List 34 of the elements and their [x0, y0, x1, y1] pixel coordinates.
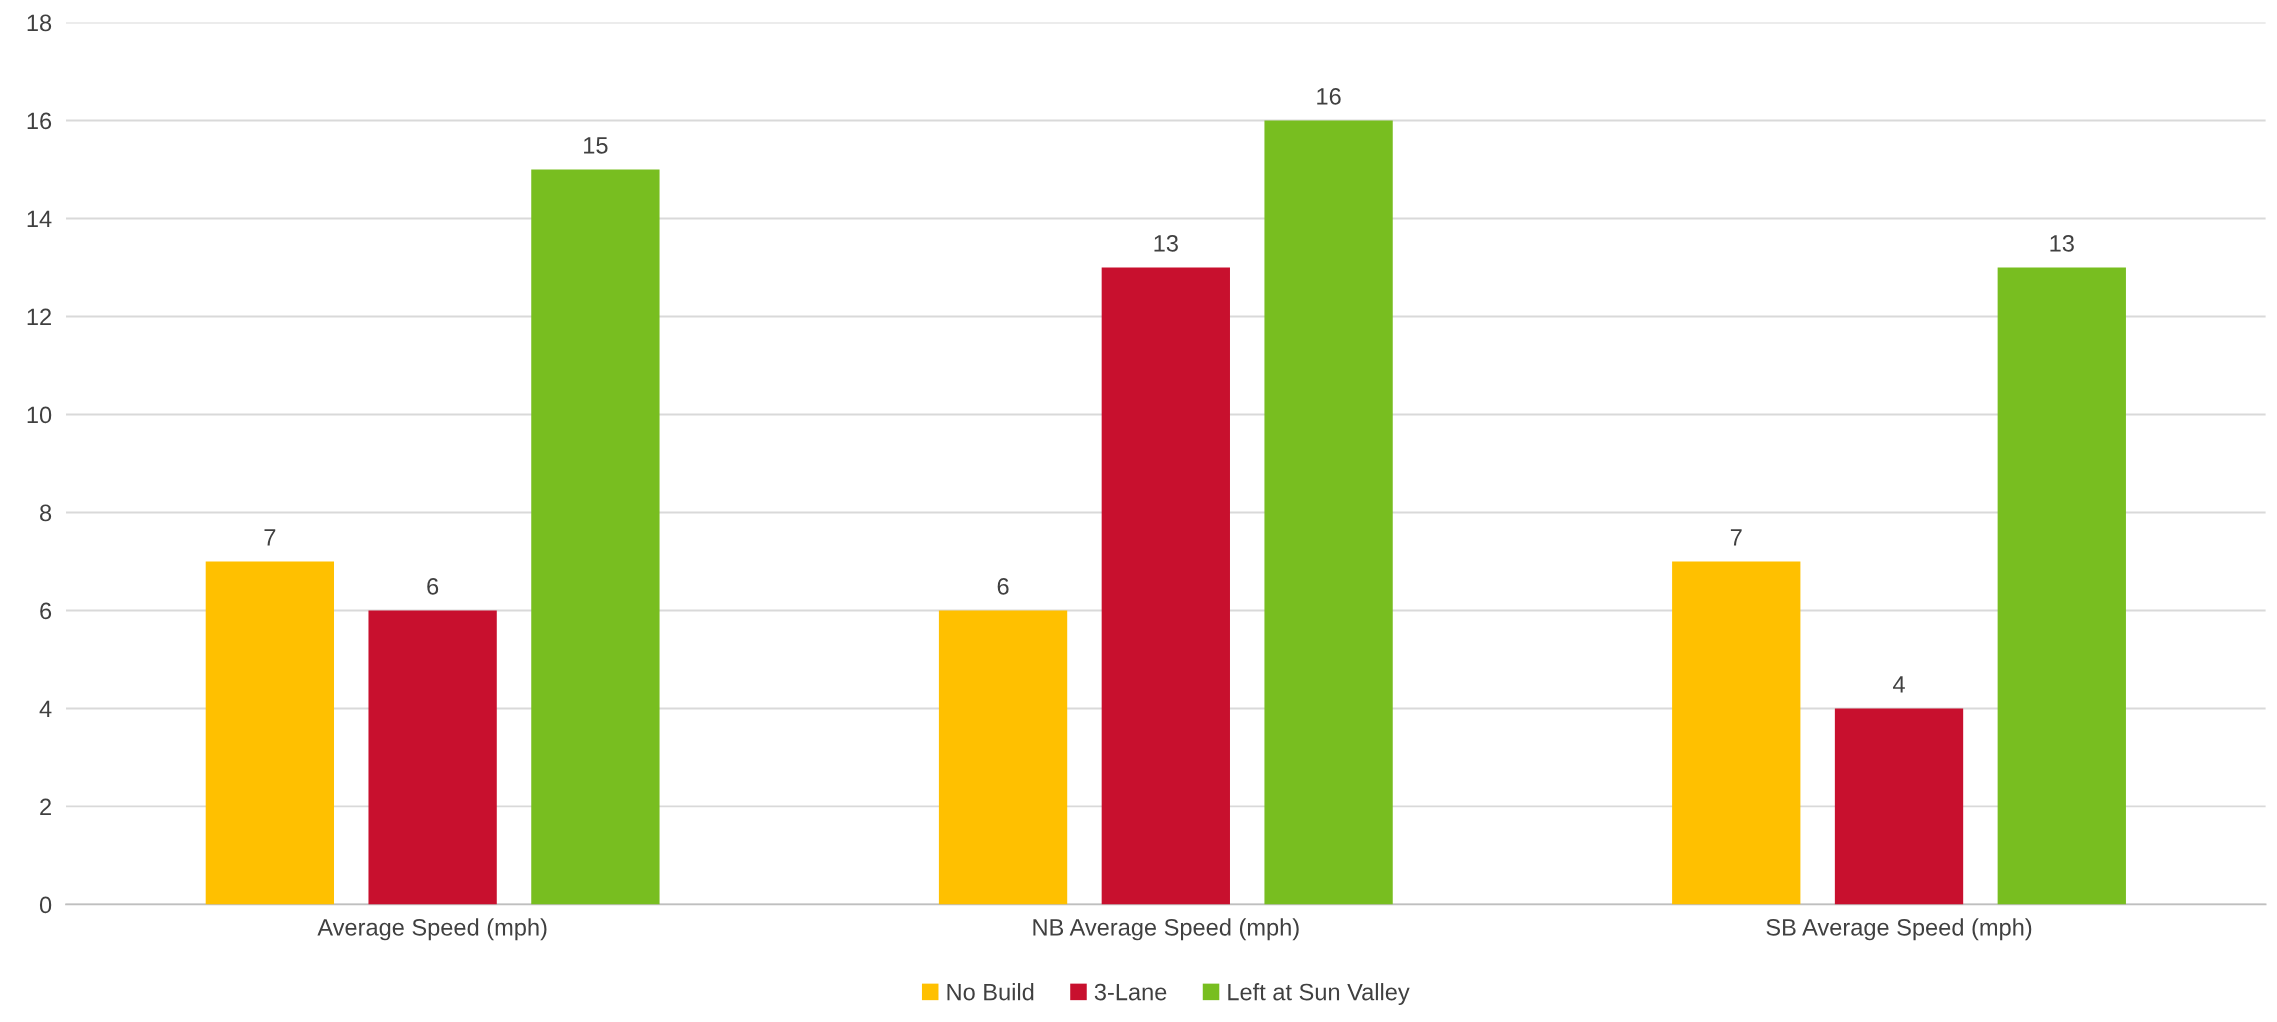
y-tick-label: 2 — [40, 798, 51, 816]
data-label: 6 — [427, 577, 439, 595]
y-tick-label: 8 — [40, 504, 52, 522]
y-tick-label: 14 — [27, 210, 52, 228]
bar — [1101, 267, 1230, 905]
bar — [1834, 708, 1964, 905]
legend-label: Left at Sun Valley — [1228, 983, 1410, 1006]
y-tick-label: 16 — [27, 112, 52, 130]
bar — [1264, 120, 1393, 905]
data-label: 7 — [1730, 529, 1742, 546]
data-label: 6 — [997, 577, 1009, 595]
data-label: 4 — [1893, 676, 1905, 693]
bar — [531, 169, 660, 905]
data-label: 15 — [584, 137, 608, 154]
x-tick-label: SB Average Speed (mph) — [1766, 918, 2032, 941]
y-tick-label: 0 — [39, 896, 52, 914]
legend-label: No Build — [947, 983, 1034, 1001]
data-label: 13 — [2050, 234, 2074, 252]
x-tick-label: Average Speed (mph) — [317, 918, 547, 941]
bar — [1672, 561, 1801, 905]
y-tick-label: 10 — [27, 406, 52, 424]
x-tick-label: NB Average Speed (mph) — [1033, 918, 1299, 941]
bar — [205, 561, 335, 905]
legend-label: 3-Lane — [1094, 983, 1167, 1001]
y-tick-label: 12 — [27, 308, 51, 326]
y-tick-label: 4 — [39, 700, 52, 718]
bar — [938, 610, 1068, 905]
y-tick-label: 6 — [40, 602, 52, 620]
bar — [368, 610, 497, 905]
data-label: 7 — [264, 529, 276, 546]
bar — [1997, 267, 2126, 905]
data-label: 16 — [1317, 87, 1341, 105]
data-label: 13 — [1154, 234, 1178, 252]
y-tick-label: 18 — [27, 14, 52, 32]
